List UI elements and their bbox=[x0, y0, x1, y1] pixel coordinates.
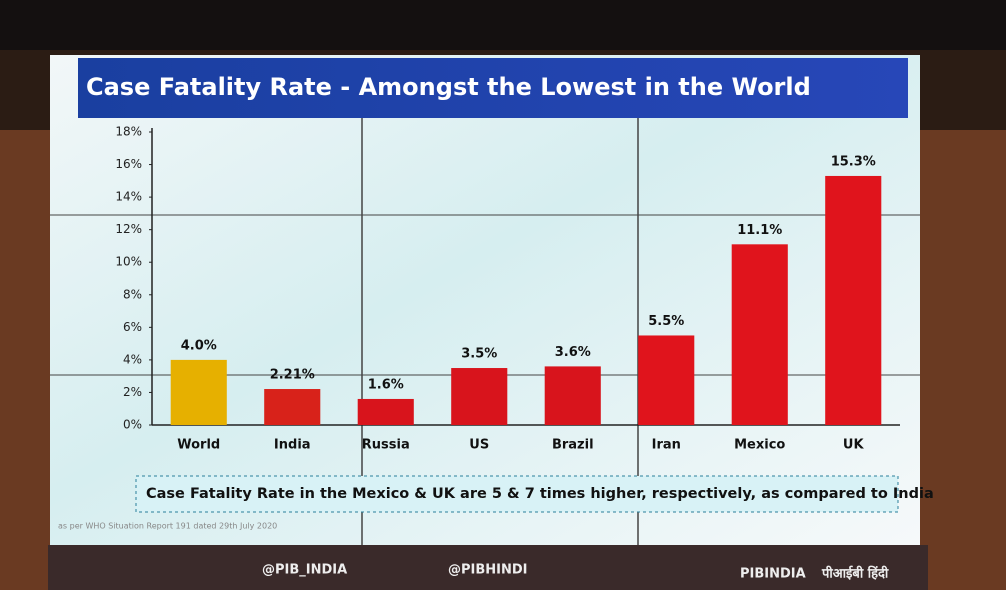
y-tick-label: 18% bbox=[115, 125, 142, 139]
y-tick-label: 10% bbox=[115, 255, 142, 269]
value-label: 15.3% bbox=[831, 154, 876, 169]
y-tick-label: 0% bbox=[123, 418, 142, 432]
y-tick-label: 2% bbox=[123, 385, 142, 399]
banner-item: PIBINDIA bbox=[740, 567, 806, 582]
x-tick-label: UK bbox=[843, 438, 865, 453]
value-label: 5.5% bbox=[648, 314, 684, 329]
screen bbox=[50, 55, 920, 545]
chart-title: Case Fatality Rate - Amongst the Lowest … bbox=[86, 73, 811, 101]
y-tick-label: 16% bbox=[115, 157, 142, 171]
bar bbox=[451, 368, 508, 425]
x-tick-label: Mexico bbox=[734, 438, 785, 453]
wall-panel bbox=[920, 130, 1006, 590]
ceiling bbox=[0, 0, 1006, 50]
y-tick-label: 14% bbox=[115, 190, 142, 204]
wall-panel bbox=[0, 130, 50, 590]
y-tick-label: 12% bbox=[115, 222, 142, 236]
banner-item: @PIBHINDI bbox=[448, 563, 528, 578]
value-label: 3.6% bbox=[555, 345, 591, 360]
annotation: Case Fatality Rate in the Mexico & UK ar… bbox=[146, 486, 934, 502]
y-tick-label: 8% bbox=[123, 287, 142, 301]
annotation-box bbox=[135, 475, 899, 513]
bar bbox=[825, 175, 882, 425]
x-tick-label: US bbox=[469, 438, 489, 453]
banner bbox=[48, 545, 928, 590]
y-tick-label: 4% bbox=[123, 352, 142, 366]
value-label: 11.1% bbox=[737, 223, 782, 238]
banner-item: पीआईबी हिंदी bbox=[821, 565, 889, 582]
value-label: 1.6% bbox=[368, 377, 404, 392]
title-band bbox=[78, 58, 908, 118]
bar bbox=[357, 398, 414, 425]
bar bbox=[544, 366, 601, 425]
y-tick-label: 6% bbox=[123, 320, 142, 334]
bar bbox=[638, 335, 695, 425]
bar bbox=[731, 244, 788, 425]
x-tick-label: Russia bbox=[362, 438, 410, 453]
x-tick-label: Iran bbox=[652, 438, 681, 453]
x-tick-label: Brazil bbox=[552, 438, 594, 453]
banner-item: @PIB_INDIA bbox=[262, 563, 347, 578]
footnote: as per WHO Situation Report 191 dated 29… bbox=[58, 522, 277, 531]
x-tick-label: World bbox=[177, 438, 220, 453]
bar bbox=[170, 359, 227, 425]
value-label: 4.0% bbox=[181, 338, 217, 353]
x-tick-label: India bbox=[274, 438, 311, 453]
bar bbox=[264, 389, 321, 425]
value-label: 2.21% bbox=[270, 368, 315, 383]
value-label: 3.5% bbox=[461, 347, 497, 362]
